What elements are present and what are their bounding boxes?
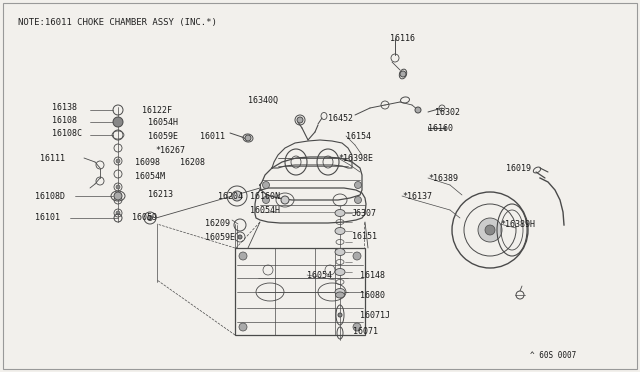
Circle shape <box>262 182 269 189</box>
Circle shape <box>415 107 421 113</box>
Text: 16151: 16151 <box>352 231 377 241</box>
Text: 16080: 16080 <box>360 291 385 299</box>
Text: 16111: 16111 <box>40 154 65 163</box>
Circle shape <box>239 252 247 260</box>
Text: 16054H: 16054H <box>148 118 178 126</box>
Ellipse shape <box>335 209 345 217</box>
Text: 16054M: 16054M <box>135 171 165 180</box>
Bar <box>235 248 365 335</box>
Text: *16267: *16267 <box>155 145 185 154</box>
Text: 16019: 16019 <box>506 164 531 173</box>
Text: 16108C: 16108C <box>52 128 82 138</box>
Circle shape <box>353 323 361 331</box>
Circle shape <box>262 196 269 203</box>
Ellipse shape <box>335 289 345 295</box>
Circle shape <box>114 192 122 200</box>
Text: 16148: 16148 <box>360 270 385 279</box>
Text: J6307: J6307 <box>352 208 377 218</box>
Text: 16208: 16208 <box>180 157 205 167</box>
Text: *16398E: *16398E <box>338 154 373 163</box>
Text: 16098: 16098 <box>135 157 160 167</box>
Text: *16389: *16389 <box>428 173 458 183</box>
Text: NOTE:16011 CHOKE CHAMBER ASSY (INC.*): NOTE:16011 CHOKE CHAMBER ASSY (INC.*) <box>18 17 217 26</box>
Circle shape <box>147 215 152 221</box>
Text: 16340Q: 16340Q <box>248 96 278 105</box>
Circle shape <box>238 235 242 239</box>
Circle shape <box>113 117 123 127</box>
Text: *16137: *16137 <box>402 192 432 201</box>
Text: 16452: 16452 <box>328 113 353 122</box>
Text: 16059E: 16059E <box>205 232 235 241</box>
Text: 16209: 16209 <box>205 218 230 228</box>
Text: 16071J: 16071J <box>360 311 390 320</box>
Circle shape <box>297 117 303 123</box>
Text: 16071: 16071 <box>353 327 378 337</box>
Text: 16108: 16108 <box>52 115 77 125</box>
Text: 16101: 16101 <box>35 212 60 221</box>
Text: *16389H: *16389H <box>500 219 535 228</box>
Text: 16160: 16160 <box>428 124 453 132</box>
Circle shape <box>116 159 120 163</box>
Text: 16138: 16138 <box>52 103 77 112</box>
Ellipse shape <box>335 292 344 298</box>
Text: 16116: 16116 <box>390 33 415 42</box>
Circle shape <box>355 196 362 203</box>
Circle shape <box>239 323 247 331</box>
Text: 16154: 16154 <box>346 131 371 141</box>
Text: 16054H: 16054H <box>250 205 280 215</box>
Circle shape <box>116 185 120 189</box>
Ellipse shape <box>335 248 345 256</box>
Circle shape <box>353 252 361 260</box>
Text: 16302: 16302 <box>435 108 460 116</box>
Circle shape <box>400 71 406 77</box>
Circle shape <box>116 211 120 215</box>
Text: 16213: 16213 <box>148 189 173 199</box>
Ellipse shape <box>335 228 345 234</box>
Text: 16160N: 16160N <box>250 192 280 201</box>
Text: 16011: 16011 <box>200 131 225 141</box>
Circle shape <box>478 218 502 242</box>
Ellipse shape <box>335 269 345 276</box>
Text: 16059: 16059 <box>132 212 157 221</box>
Text: 16059E: 16059E <box>148 131 178 141</box>
Circle shape <box>355 182 362 189</box>
Text: 16204: 16204 <box>218 192 243 201</box>
Circle shape <box>338 313 342 317</box>
Text: 16054: 16054 <box>307 270 332 279</box>
Text: ^ 60S 0007: ^ 60S 0007 <box>530 352 576 360</box>
Text: 16122F: 16122F <box>142 106 172 115</box>
Circle shape <box>281 196 289 204</box>
Text: 16108D: 16108D <box>35 192 65 201</box>
Circle shape <box>232 191 242 201</box>
Circle shape <box>485 225 495 235</box>
Circle shape <box>245 135 251 141</box>
